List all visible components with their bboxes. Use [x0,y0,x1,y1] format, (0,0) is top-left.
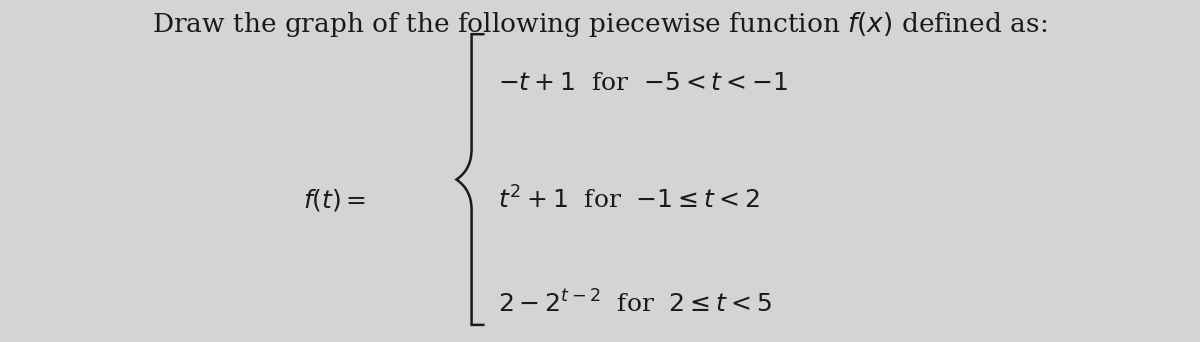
Text: $-t+1$  for  $-5 < t < -1$: $-t+1$ for $-5 < t < -1$ [498,72,788,95]
Text: $2-2^{t-2}$  for  $2 \leq t < 5$: $2-2^{t-2}$ for $2 \leq t < 5$ [498,291,772,318]
Text: $f(t) = $: $f(t) = $ [302,187,366,213]
Text: Draw the graph of the following piecewise function $f(x)$ defined as:: Draw the graph of the following piecewis… [152,10,1048,39]
Text: $t^2+1$  for  $-1 \leq t < 2$: $t^2+1$ for $-1 \leq t < 2$ [498,186,760,214]
